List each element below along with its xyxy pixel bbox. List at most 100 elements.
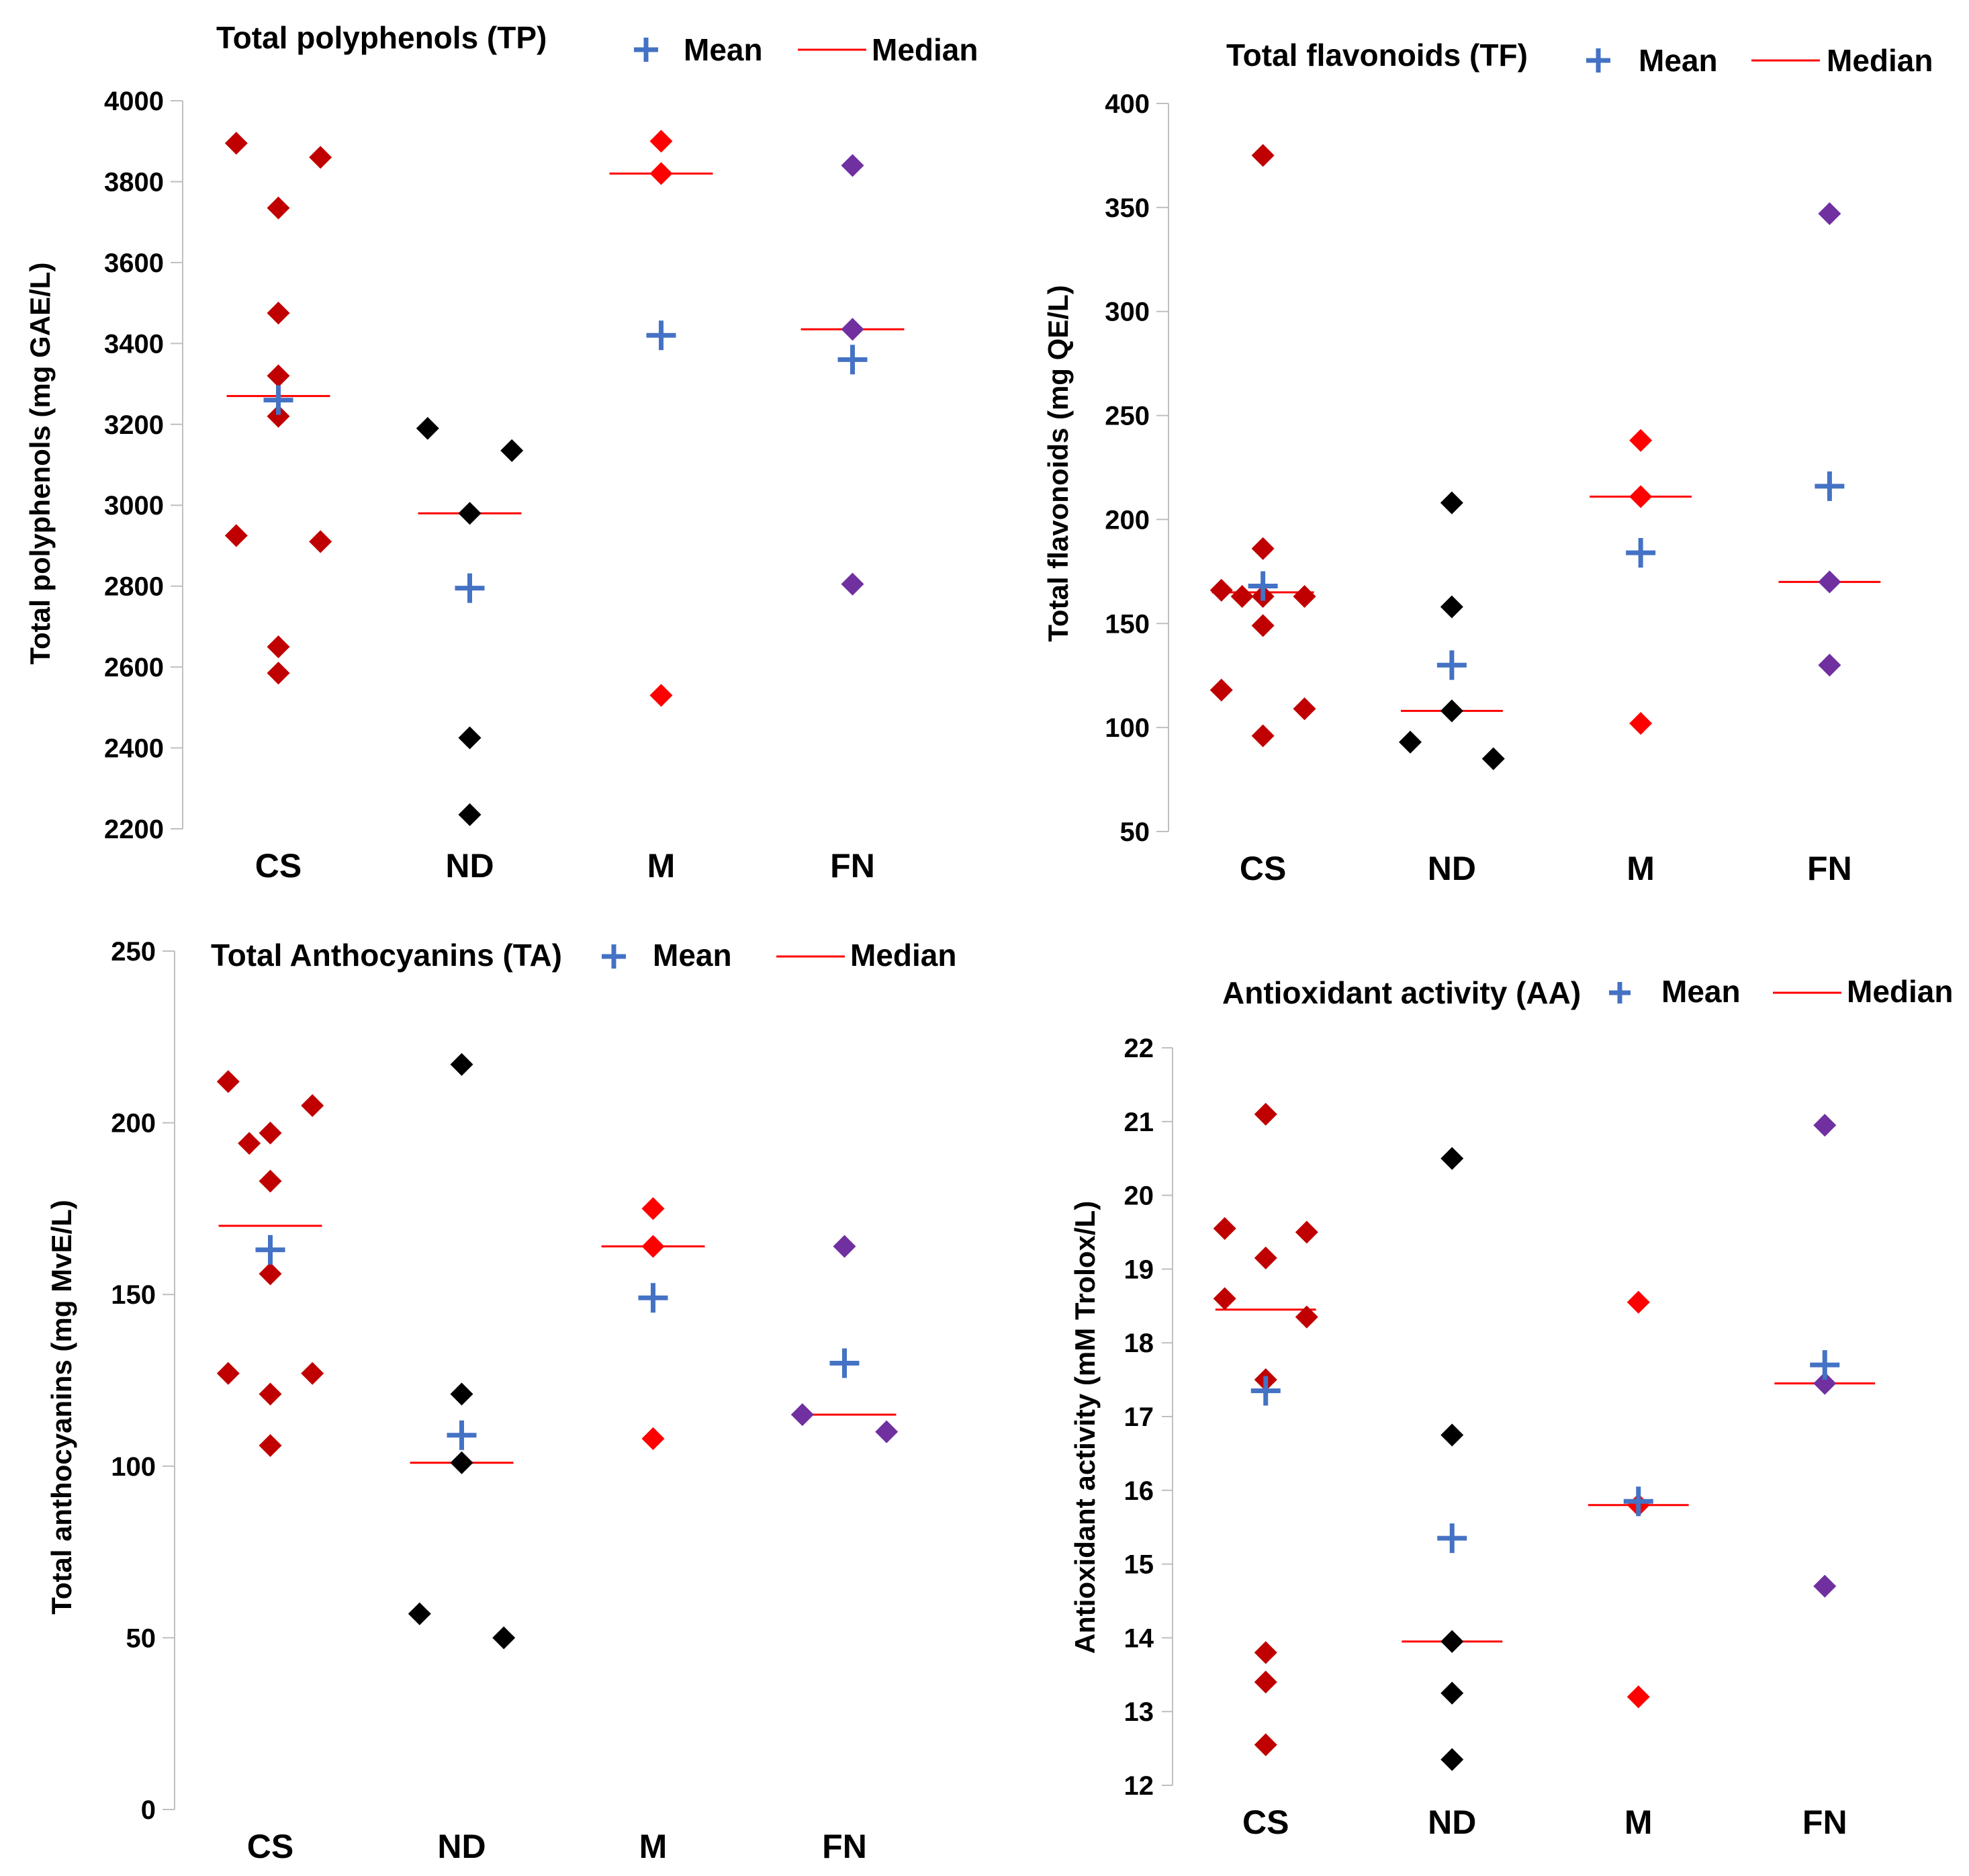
x-category-label: FN bbox=[1802, 1803, 1847, 1841]
data-point bbox=[790, 1403, 814, 1427]
panel-total-anthocyanins: Total Anthocyanins (TA) Mean Median Tota… bbox=[46, 937, 956, 1865]
legend-mean-label: Mean bbox=[1661, 974, 1741, 1009]
x-category-label: FN bbox=[822, 1828, 867, 1865]
y-tick-label: 3800 bbox=[104, 167, 164, 197]
data-point bbox=[259, 1434, 282, 1458]
x-category-label: M bbox=[1624, 1803, 1653, 1841]
mean-marker bbox=[455, 573, 485, 603]
data-point bbox=[259, 1121, 282, 1145]
data-point bbox=[649, 130, 673, 153]
x-category-label: FN bbox=[830, 847, 875, 885]
data-point bbox=[841, 154, 864, 177]
data-point bbox=[1440, 1423, 1464, 1447]
data-point bbox=[1254, 1670, 1277, 1694]
mean-marker bbox=[255, 1235, 285, 1265]
data-point bbox=[1251, 614, 1275, 637]
data-point bbox=[224, 132, 248, 155]
data-point bbox=[649, 684, 673, 707]
legend-mean-marker bbox=[1609, 982, 1631, 1003]
y-tick-label: 300 bbox=[1105, 298, 1150, 327]
data-point bbox=[1629, 429, 1653, 452]
data-point bbox=[1295, 1305, 1318, 1329]
data-point bbox=[458, 803, 482, 826]
legend: Mean Median bbox=[1609, 974, 1953, 1009]
y-tick-label: 2400 bbox=[104, 734, 164, 764]
legend: Mean Median bbox=[602, 938, 956, 973]
plot-area: 2200 2400 2600 2800 3000 3200 3400 3600 3800 4000… bbox=[104, 87, 905, 885]
y-tick-label: 200 bbox=[1105, 505, 1150, 535]
mean-marker bbox=[447, 1420, 477, 1450]
legend-median-label: Median bbox=[850, 938, 956, 973]
data-point bbox=[1440, 491, 1463, 515]
chart-title: Total polyphenols (TP) bbox=[216, 20, 547, 55]
legend-median-label: Median bbox=[1827, 43, 1933, 78]
data-point bbox=[1213, 1287, 1236, 1310]
data-point bbox=[1440, 595, 1463, 619]
mean-marker bbox=[1810, 1350, 1840, 1380]
data-point bbox=[1440, 1629, 1464, 1653]
data-point bbox=[641, 1427, 665, 1450]
x-category-label: ND bbox=[1428, 1803, 1476, 1841]
data-point bbox=[1629, 485, 1653, 508]
data-point bbox=[1251, 724, 1275, 748]
y-tick-label: 250 bbox=[111, 937, 156, 967]
y-tick-label: 3200 bbox=[104, 410, 164, 440]
mean-marker bbox=[1436, 650, 1467, 680]
data-point bbox=[1440, 1681, 1464, 1705]
y-tick-label: 16 bbox=[1124, 1476, 1154, 1506]
y-tick-label: 150 bbox=[111, 1280, 156, 1310]
data-point bbox=[267, 364, 290, 388]
panel-total-flavonoids: Total flavonoids (TF) Mean Median Total … bbox=[1042, 38, 1933, 887]
y-tick-label: 13 bbox=[1124, 1697, 1154, 1727]
data-point bbox=[238, 1132, 261, 1155]
data-point bbox=[1440, 1147, 1464, 1170]
y-tick-label: 2600 bbox=[104, 653, 164, 682]
data-point bbox=[1254, 1102, 1277, 1126]
y-tick-label: 150 bbox=[1105, 609, 1150, 639]
y-tick-label: 20 bbox=[1124, 1181, 1154, 1211]
data-point bbox=[1209, 578, 1233, 602]
x-category-label: ND bbox=[437, 1828, 486, 1865]
data-point bbox=[1251, 144, 1275, 167]
data-point bbox=[224, 524, 248, 547]
data-point bbox=[1295, 1220, 1318, 1244]
data-point bbox=[267, 196, 290, 220]
mean-marker bbox=[1437, 1523, 1467, 1554]
chart-title: Total Anthocyanins (TA) bbox=[211, 938, 562, 973]
data-point bbox=[267, 302, 290, 325]
legend-mean-marker bbox=[602, 944, 626, 969]
data-point bbox=[1818, 202, 1841, 226]
y-tick-label: 3400 bbox=[104, 329, 164, 359]
data-point bbox=[1251, 537, 1275, 560]
data-point bbox=[841, 318, 864, 341]
data-point bbox=[1254, 1246, 1277, 1269]
data-point bbox=[500, 439, 524, 462]
x-category-label: M bbox=[639, 1828, 668, 1865]
y-tick-label: 21 bbox=[1124, 1108, 1154, 1137]
data-point bbox=[875, 1420, 899, 1443]
x-category-label: CS bbox=[247, 1828, 293, 1865]
data-point bbox=[259, 1169, 282, 1193]
legend-mean-label: Mean bbox=[1639, 43, 1718, 78]
data-point bbox=[1440, 699, 1463, 723]
x-category-label: M bbox=[1627, 850, 1655, 887]
y-tick-label: 22 bbox=[1124, 1034, 1154, 1063]
data-point bbox=[259, 1382, 282, 1406]
mean-marker bbox=[1250, 1376, 1281, 1406]
y-tick-label: 100 bbox=[111, 1452, 156, 1482]
legend-mean-marker bbox=[1586, 48, 1610, 73]
y-tick-label: 12 bbox=[1124, 1771, 1154, 1801]
y-tick-label: 200 bbox=[111, 1109, 156, 1138]
data-point bbox=[1254, 1733, 1277, 1756]
y-tick-label: 14 bbox=[1124, 1623, 1154, 1653]
legend-median-label: Median bbox=[872, 32, 978, 67]
y-tick-label: 17 bbox=[1124, 1402, 1154, 1432]
mean-marker bbox=[263, 385, 293, 415]
data-point bbox=[641, 1197, 665, 1220]
y-axis-label: Antioxidant activity (mM Trolox/L) bbox=[1069, 1201, 1101, 1654]
data-point bbox=[1818, 654, 1841, 677]
x-category-label: CS bbox=[255, 847, 302, 885]
y-tick-label: 0 bbox=[141, 1795, 156, 1825]
data-point bbox=[1293, 585, 1316, 609]
data-point bbox=[458, 726, 482, 750]
